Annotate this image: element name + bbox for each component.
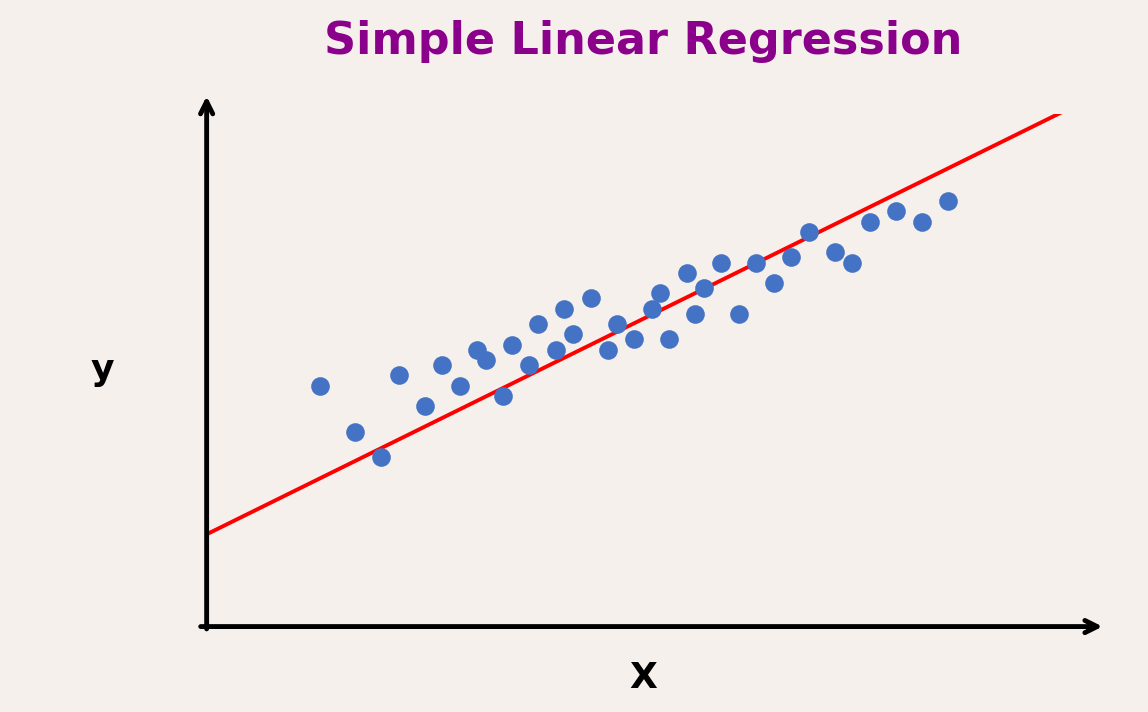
Point (939, 195, 957, 206)
Point (660, 334, 678, 345)
Point (450, 380, 468, 392)
Point (651, 288, 669, 299)
Point (913, 216, 931, 227)
Point (529, 318, 548, 330)
Point (712, 257, 730, 268)
Point (476, 355, 495, 366)
Point (468, 344, 487, 355)
Point (861, 216, 879, 227)
Point (677, 267, 696, 278)
Point (687, 308, 705, 320)
Point (372, 451, 390, 463)
Point (799, 226, 817, 238)
Point (643, 303, 661, 315)
Text: Simple Linear Regression: Simple Linear Regression (324, 20, 962, 63)
Point (625, 334, 643, 345)
Point (416, 400, 434, 412)
Point (503, 339, 521, 350)
Point (311, 380, 329, 392)
Point (546, 344, 565, 355)
Point (433, 360, 451, 371)
Text: y: y (91, 353, 114, 387)
Point (825, 246, 844, 258)
Point (843, 257, 861, 268)
Point (747, 257, 766, 268)
Point (730, 308, 748, 320)
Point (695, 283, 713, 294)
Point (782, 252, 800, 263)
Point (581, 293, 599, 304)
Point (607, 318, 626, 330)
Point (886, 206, 905, 217)
Point (494, 390, 512, 402)
Point (556, 303, 574, 315)
Point (599, 344, 618, 355)
Point (346, 426, 364, 437)
Point (520, 360, 538, 371)
Point (564, 329, 582, 340)
Point (765, 278, 783, 289)
Text: X: X (629, 661, 657, 695)
Point (389, 370, 408, 381)
